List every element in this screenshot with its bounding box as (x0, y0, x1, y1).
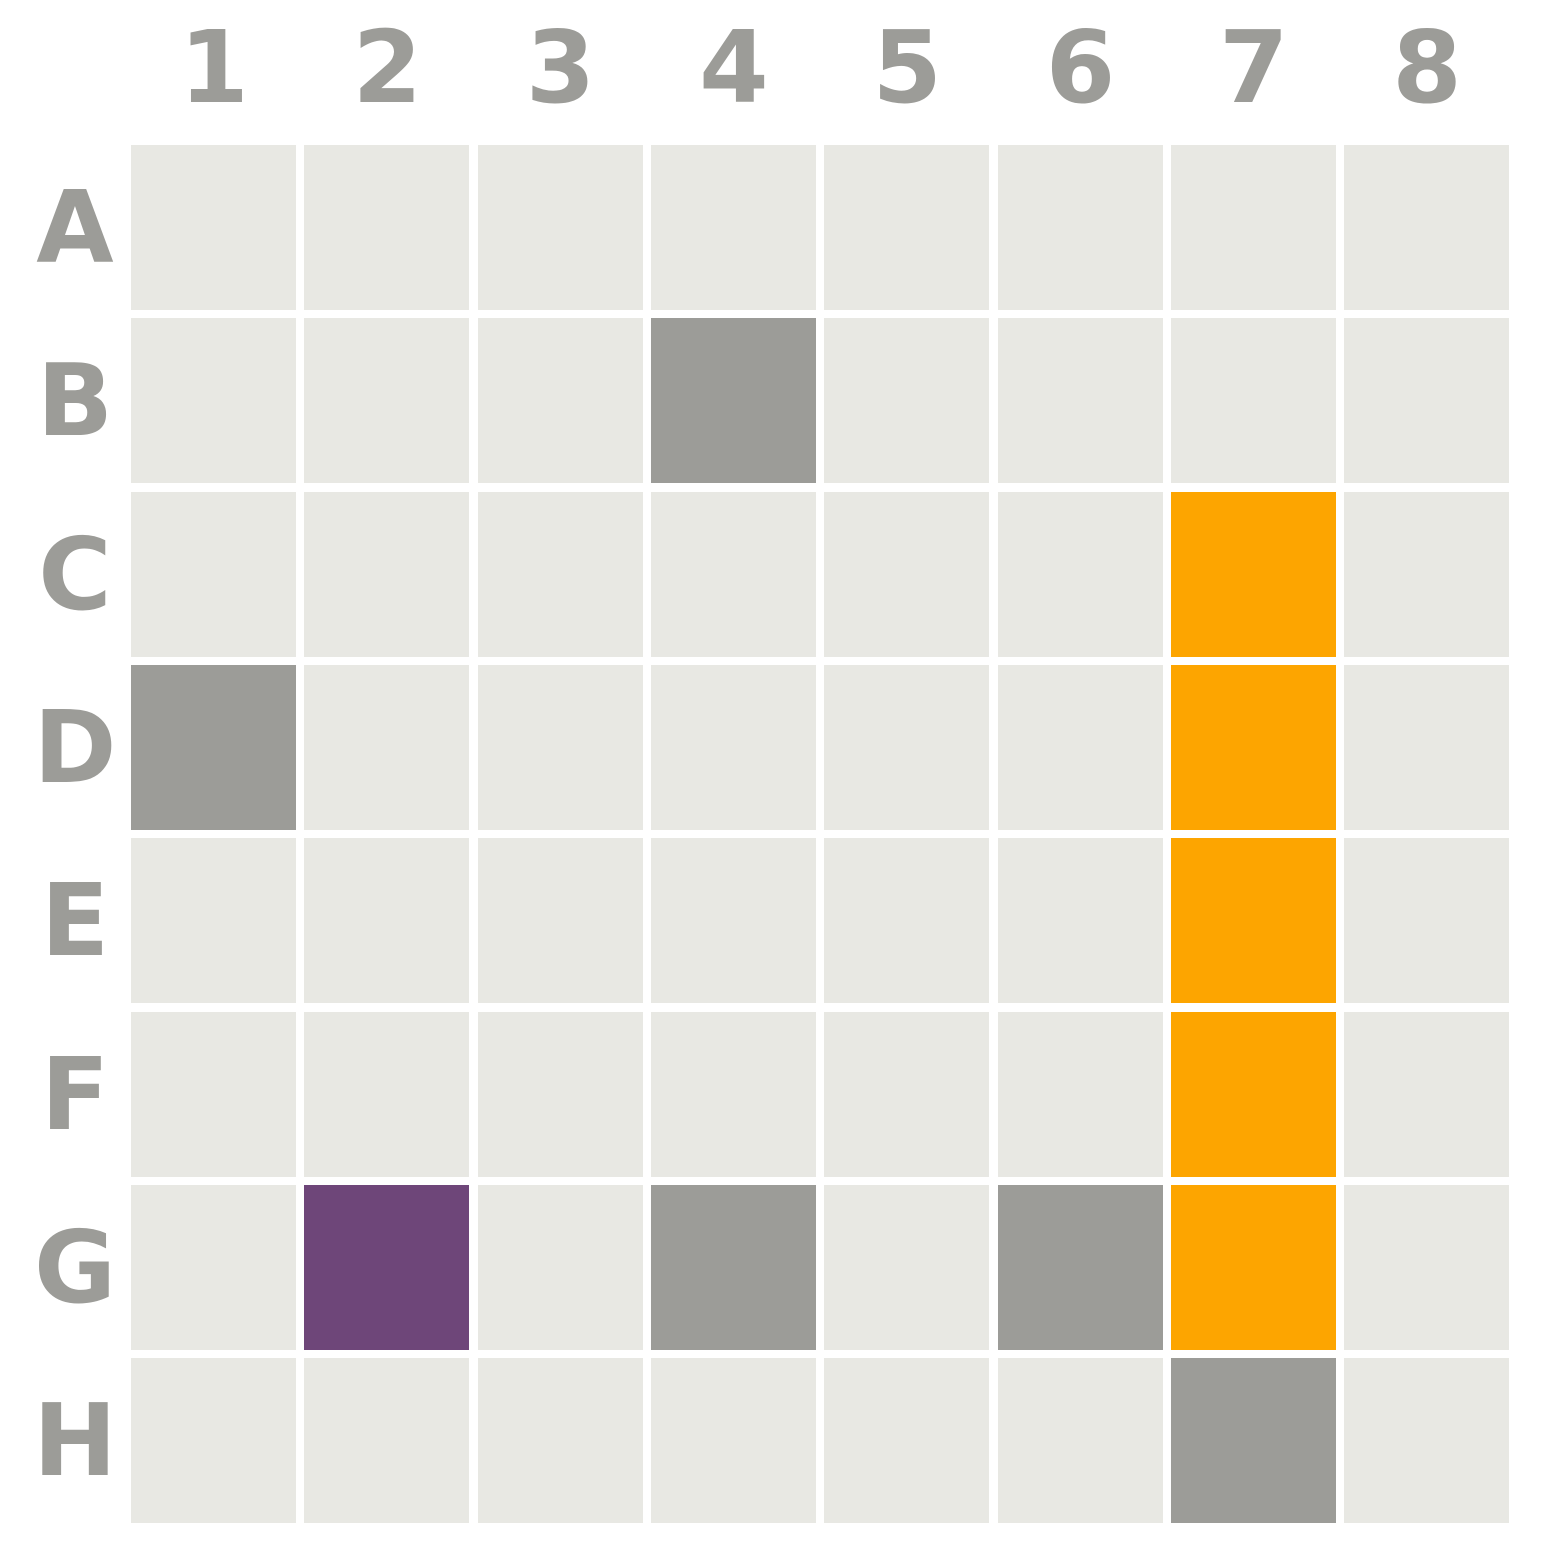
board-cell-e3[interactable] (478, 838, 643, 1003)
row-label-A: A (36, 169, 114, 286)
board-cell-e8[interactable] (1344, 838, 1509, 1003)
board-cell-b3[interactable] (478, 318, 643, 483)
board-cell-a4[interactable] (651, 145, 816, 310)
board-cell-f5[interactable] (824, 1012, 989, 1177)
board-cell-e7-piece-orange[interactable] (1171, 838, 1336, 1003)
board-cell-h1[interactable] (131, 1358, 296, 1523)
board-cell-c4[interactable] (651, 492, 816, 657)
board-cell-c7-piece-orange[interactable] (1171, 492, 1336, 657)
board-cell-c5[interactable] (824, 492, 989, 657)
column-label-6: 6 (1045, 9, 1116, 126)
board-cell-b1[interactable] (131, 318, 296, 483)
board-cell-d8[interactable] (1344, 665, 1509, 830)
row-label-D: D (33, 688, 117, 806)
board-cell-e2[interactable] (304, 838, 469, 1003)
board-cell-a8[interactable] (1344, 145, 1509, 310)
row-label-H: H (33, 1382, 117, 1500)
board-cell-g4-blocked[interactable] (651, 1185, 816, 1350)
column-label-4: 4 (699, 9, 769, 126)
row-label-B: B (36, 342, 114, 460)
board-cell-d4[interactable] (651, 665, 816, 830)
board-cell-b2[interactable] (304, 318, 469, 483)
board-cell-h7-blocked[interactable] (1171, 1358, 1336, 1523)
board-cell-a6[interactable] (998, 145, 1163, 310)
board-cell-f2[interactable] (304, 1012, 469, 1177)
board-cell-a2[interactable] (304, 145, 469, 310)
board-cell-c8[interactable] (1344, 492, 1509, 657)
board-cell-c2[interactable] (304, 492, 469, 657)
board-cell-a1[interactable] (131, 145, 296, 310)
column-label-3: 3 (525, 9, 596, 126)
board-cell-b7[interactable] (1171, 318, 1336, 483)
board-cell-e1[interactable] (131, 838, 296, 1003)
board-cell-g2-piece-purple[interactable] (304, 1185, 469, 1350)
column-label-1: 1 (179, 9, 249, 126)
board-cell-d6[interactable] (998, 665, 1163, 830)
column-label-5: 5 (872, 9, 942, 126)
board-cell-g5[interactable] (824, 1185, 989, 1350)
board-cell-a3[interactable] (478, 145, 643, 310)
board-cell-c3[interactable] (478, 492, 643, 657)
board-cell-d2[interactable] (304, 665, 469, 830)
board-cell-e4[interactable] (651, 838, 816, 1003)
board-cell-d5[interactable] (824, 665, 989, 830)
board-cell-g8[interactable] (1344, 1185, 1509, 1350)
board-cell-g6-blocked[interactable] (998, 1185, 1163, 1350)
row-label-G: G (33, 1208, 117, 1326)
board-cell-f7-piece-orange[interactable] (1171, 1012, 1336, 1177)
board-cell-b6[interactable] (998, 318, 1163, 483)
board-cell-h5[interactable] (824, 1358, 989, 1523)
board-cell-a5[interactable] (824, 145, 989, 310)
board-cell-h2[interactable] (304, 1358, 469, 1523)
board-cell-e6[interactable] (998, 838, 1163, 1003)
column-label-2: 2 (352, 9, 423, 126)
board-cell-b5[interactable] (824, 318, 989, 483)
board-cell-g3[interactable] (478, 1185, 643, 1350)
board-cell-b4-blocked[interactable] (651, 318, 816, 483)
board-cell-f6[interactable] (998, 1012, 1163, 1177)
board-cell-g7-piece-orange[interactable] (1171, 1185, 1336, 1350)
board-cell-a7[interactable] (1171, 145, 1336, 310)
board-cell-g1[interactable] (131, 1185, 296, 1350)
board-cell-c6[interactable] (998, 492, 1163, 657)
board-cell-d7-piece-orange[interactable] (1171, 665, 1336, 830)
board-cell-h4[interactable] (651, 1358, 816, 1523)
board-cell-f1[interactable] (131, 1012, 296, 1177)
board-cell-h3[interactable] (478, 1358, 643, 1523)
board-cell-c1[interactable] (131, 492, 296, 657)
board-cell-f4[interactable] (651, 1012, 816, 1177)
board-cell-h6[interactable] (998, 1358, 1163, 1523)
board-cell-b8[interactable] (1344, 318, 1509, 483)
row-label-F: F (40, 1035, 110, 1153)
board-cell-f8[interactable] (1344, 1012, 1509, 1177)
board-cell-h8[interactable] (1344, 1358, 1509, 1523)
row-label-E: E (40, 862, 110, 980)
board-cell-e5[interactable] (824, 838, 989, 1003)
board-cell-d3[interactable] (478, 665, 643, 830)
row-label-C: C (38, 515, 112, 633)
column-label-7: 7 (1219, 9, 1289, 126)
column-label-8: 8 (1392, 9, 1462, 126)
board-cell-f3[interactable] (478, 1012, 643, 1177)
board-cell-d1-blocked[interactable] (131, 665, 296, 830)
